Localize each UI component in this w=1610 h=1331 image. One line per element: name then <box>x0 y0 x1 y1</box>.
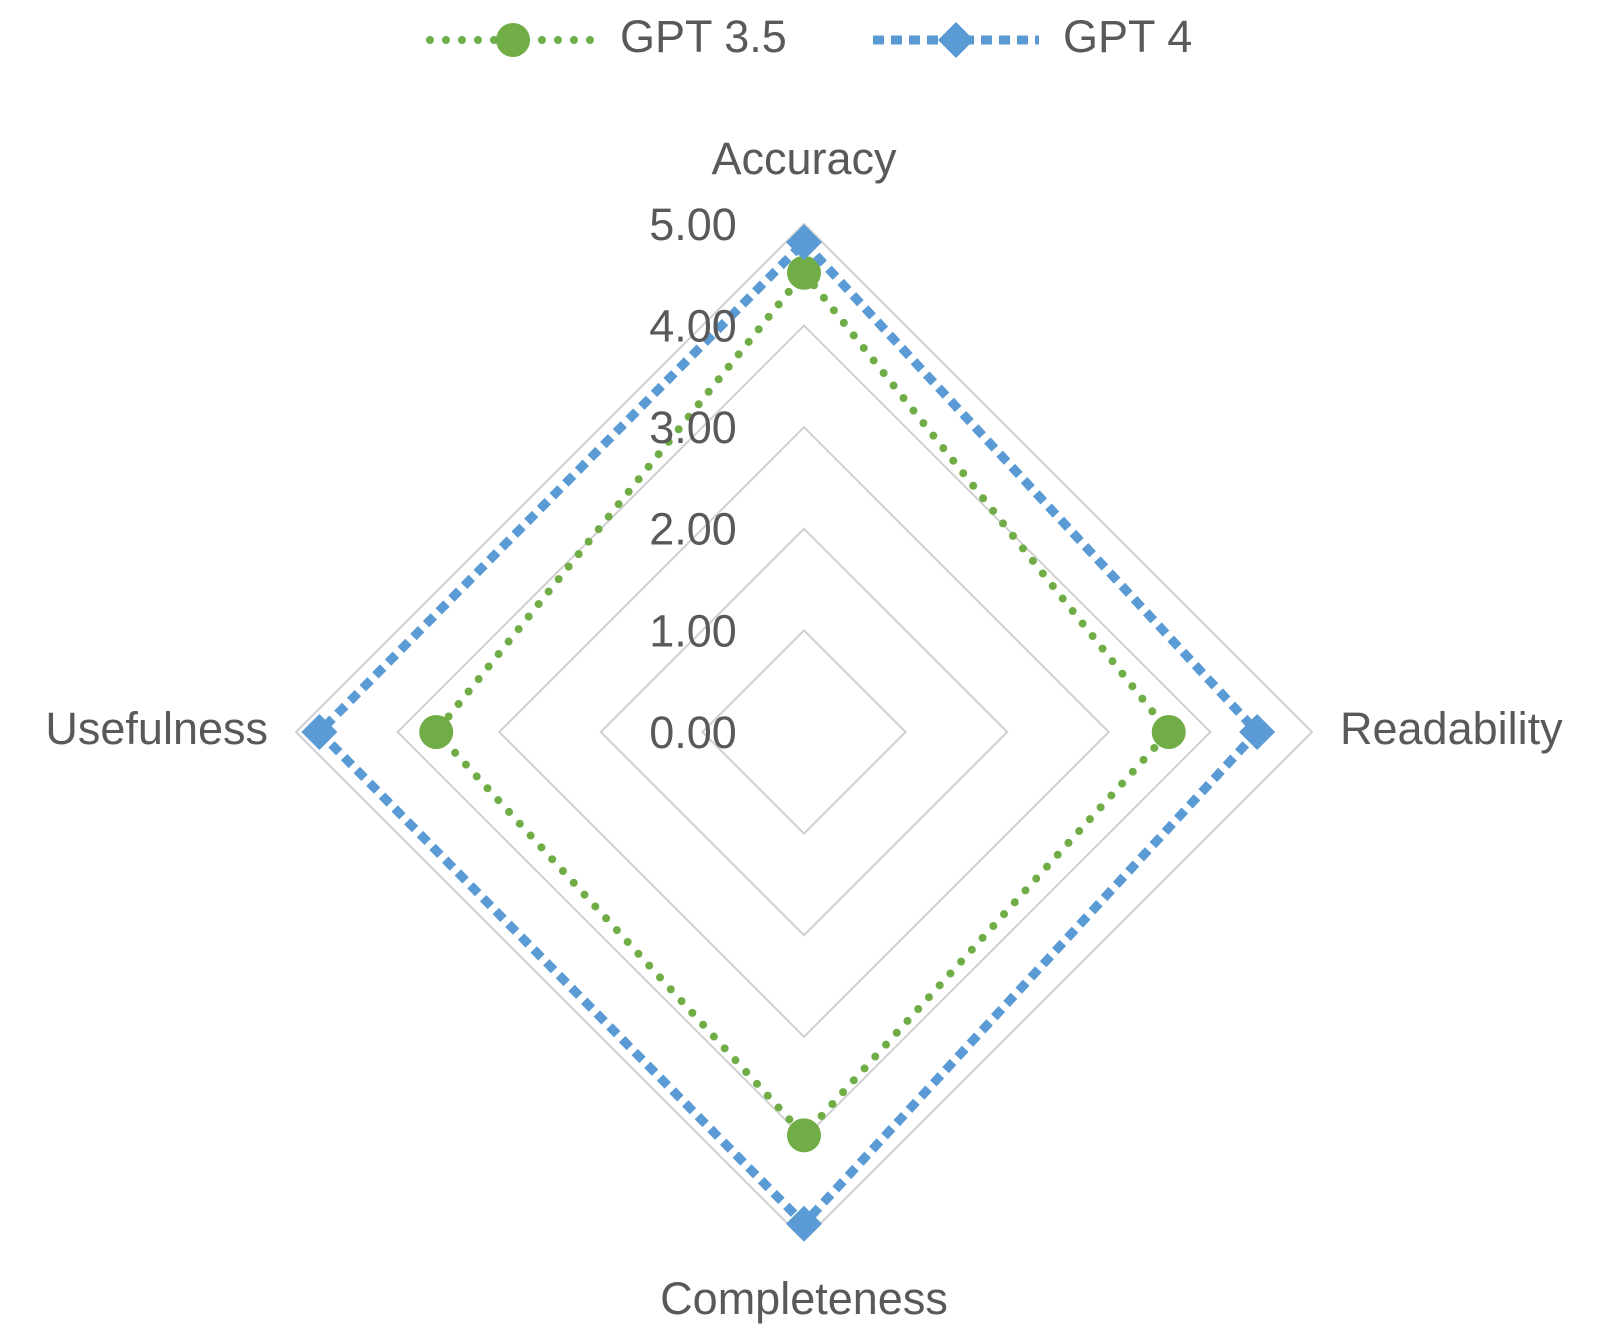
grid-line <box>599 527 1009 937</box>
data-point <box>301 714 338 750</box>
r-tick-label: 0.00 <box>649 707 737 758</box>
data-point <box>787 1118 821 1153</box>
data-point <box>786 224 822 261</box>
grid-line <box>396 324 1212 1140</box>
category-label: Usefulness <box>45 703 268 754</box>
category-label: Readability <box>1340 703 1563 754</box>
legend-marker <box>496 23 530 57</box>
r-tick-label: 5.00 <box>649 199 737 250</box>
r-tick-label: 2.00 <box>649 504 737 555</box>
data-point <box>1151 715 1186 749</box>
category-label: Completeness <box>660 1273 948 1324</box>
r-tick-label: 3.00 <box>649 402 737 453</box>
legend-label: GPT 3.5 <box>620 11 787 62</box>
r-tick-label: 1.00 <box>649 605 737 656</box>
r-tick-label: 4.00 <box>649 300 737 351</box>
data-point <box>419 715 454 749</box>
data-point <box>787 255 821 290</box>
data-point <box>786 1205 822 1242</box>
data-point <box>1239 714 1276 750</box>
series-line <box>430 266 1174 1142</box>
series-line <box>313 235 1264 1231</box>
grid-line <box>497 425 1111 1039</box>
grid-line <box>700 628 908 836</box>
legend-marker <box>938 22 974 58</box>
legend-label: GPT 4 <box>1063 11 1192 62</box>
category-label: Accuracy <box>711 133 897 184</box>
